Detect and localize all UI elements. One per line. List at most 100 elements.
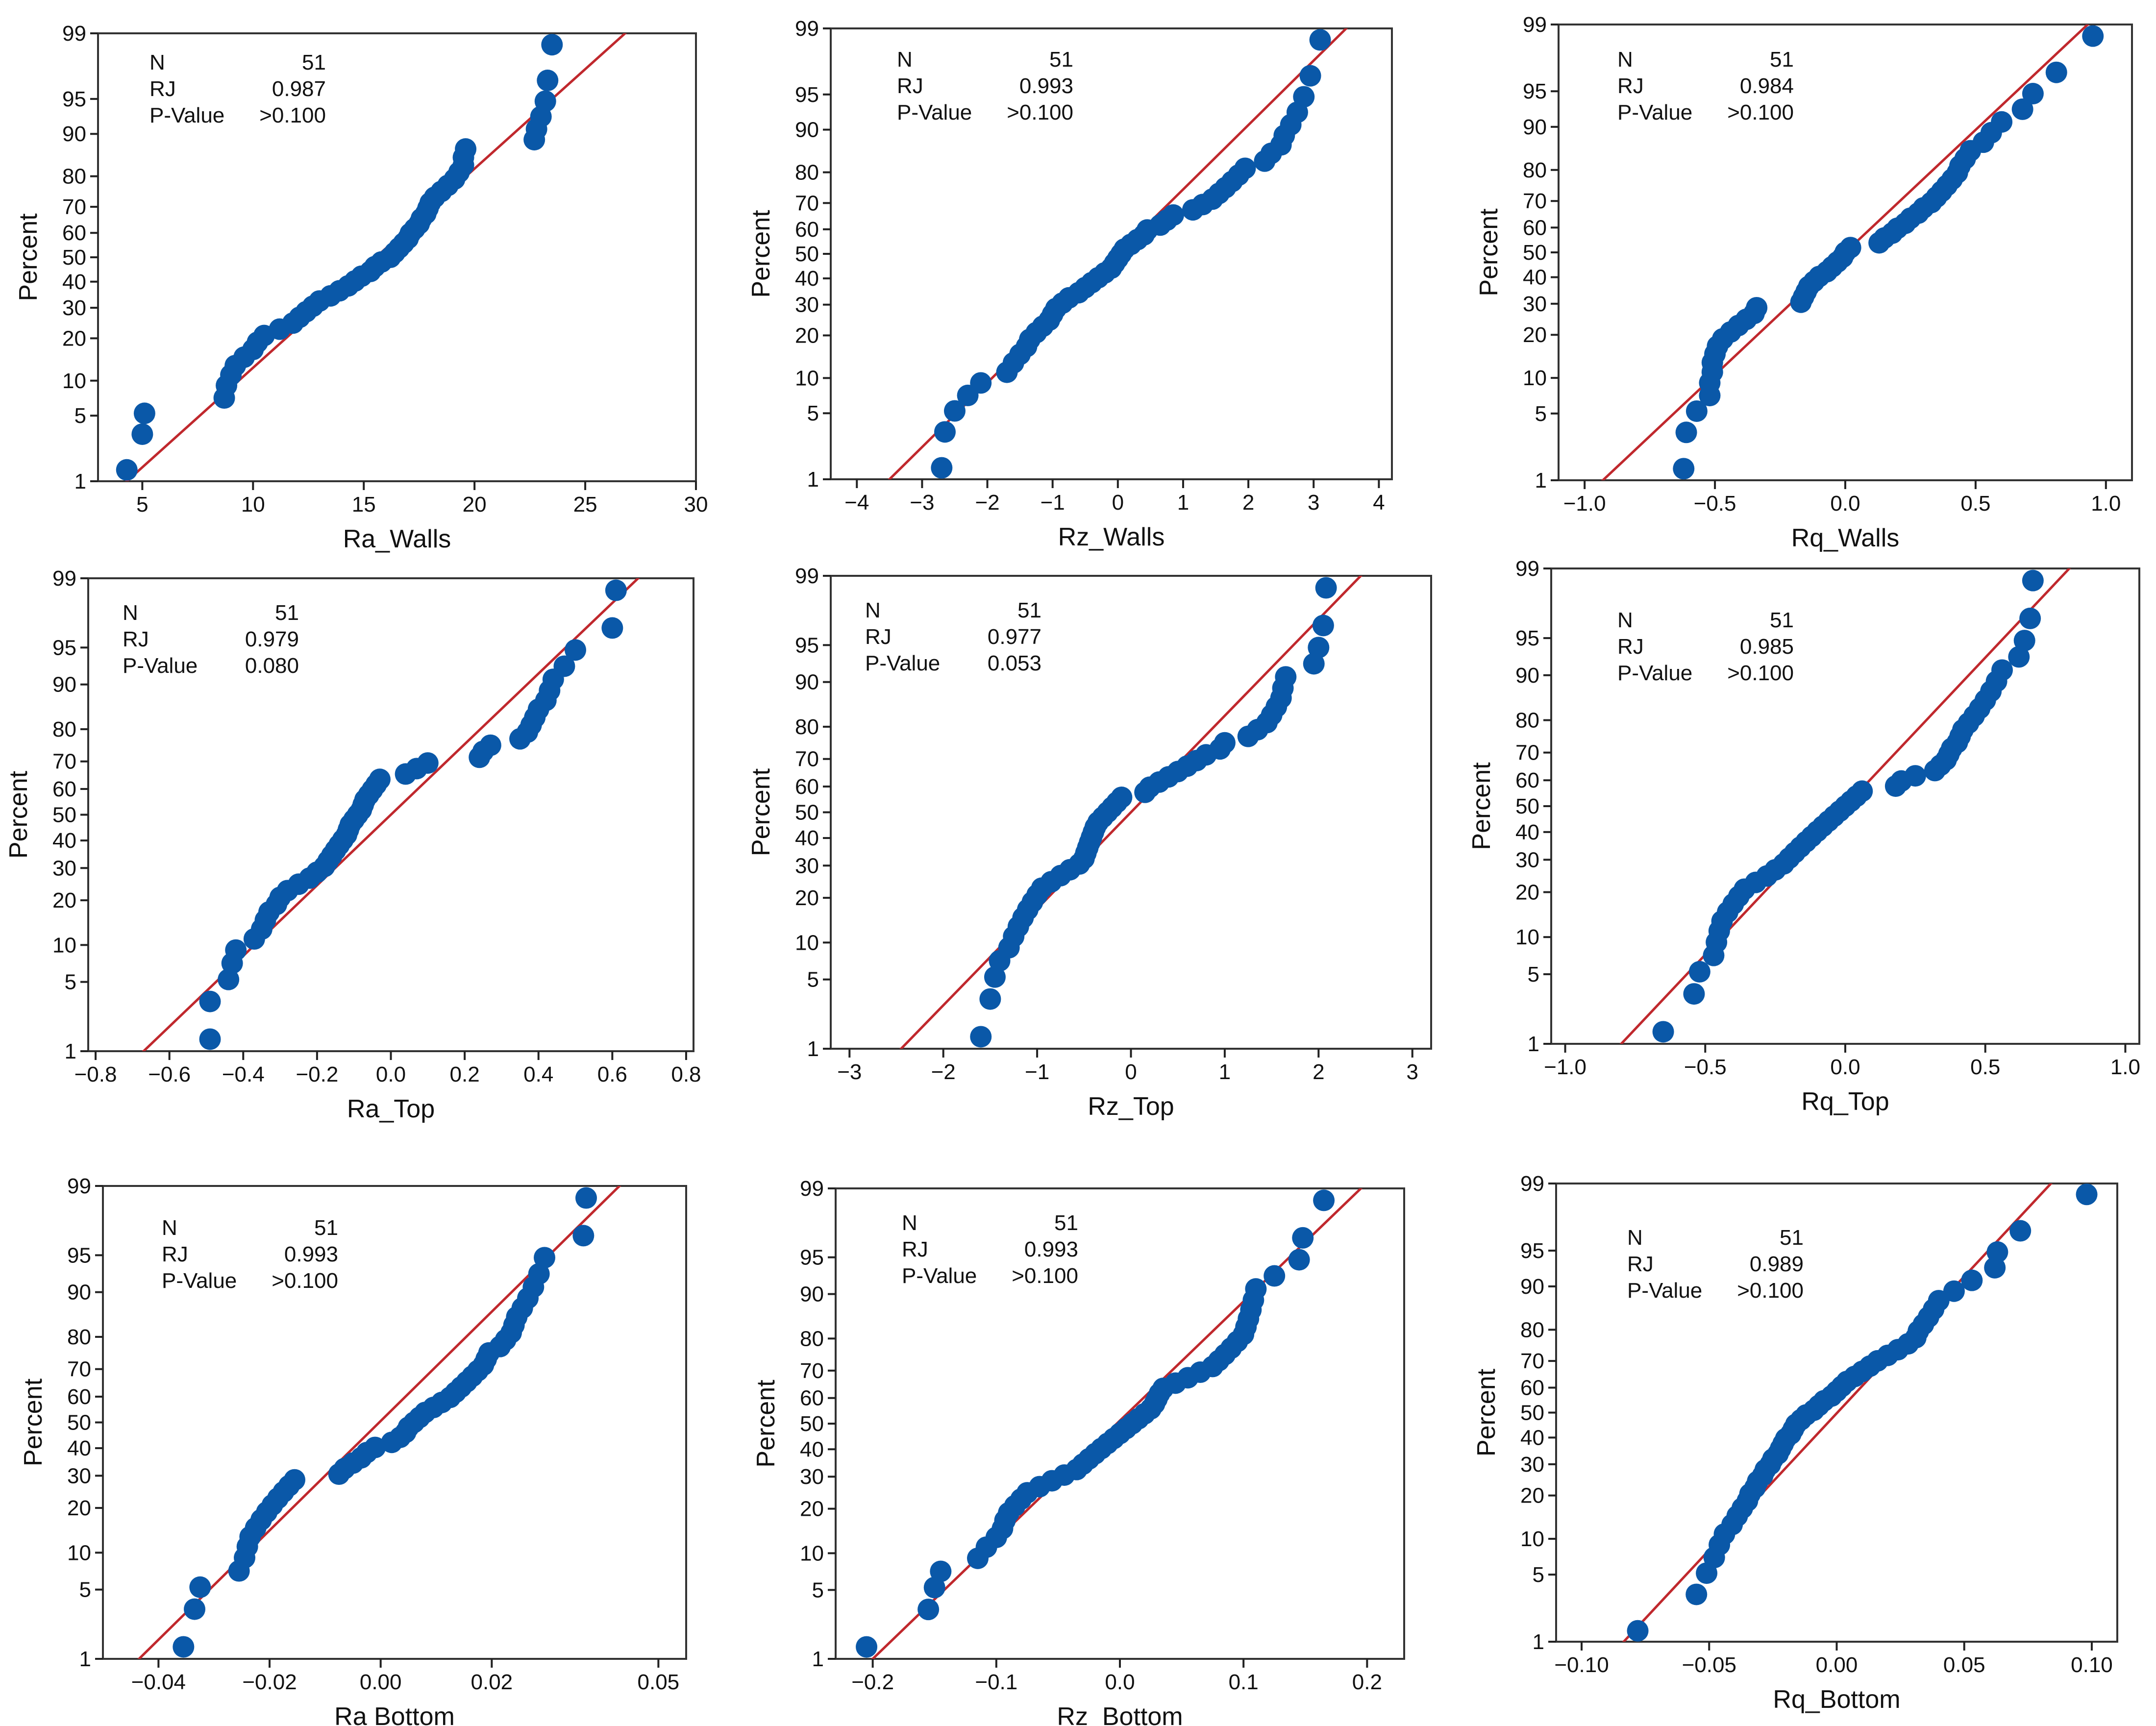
data-point xyxy=(2019,607,2041,629)
fit-line xyxy=(1622,1184,2053,1642)
stat-value: 0.989 xyxy=(1750,1252,1804,1276)
y-tick-label: 99 xyxy=(800,1177,824,1201)
y-tick-label: 40 xyxy=(52,829,76,853)
data-point xyxy=(1685,400,1708,422)
y-tick-label: 30 xyxy=(67,1464,91,1488)
data-point xyxy=(2082,25,2104,47)
x-tick-label: −0.05 xyxy=(1682,1653,1736,1677)
y-tick-label: 30 xyxy=(795,854,819,878)
stat-label: N xyxy=(162,1216,177,1240)
stat-label: P-Value xyxy=(149,103,224,127)
y-tick-label: 70 xyxy=(1520,1349,1544,1373)
y-tick-label: 40 xyxy=(62,270,86,294)
x-tick-label: 5 xyxy=(136,493,148,517)
stat-label: RJ xyxy=(865,625,892,649)
data-point xyxy=(537,70,559,92)
x-tick-label: −1.0 xyxy=(1563,492,1606,516)
data-point xyxy=(931,457,953,479)
y-axis-label: Percent xyxy=(747,768,775,856)
x-tick-label: −3 xyxy=(837,1060,862,1084)
y-tick-label: 70 xyxy=(795,191,819,215)
y-tick-label: 1 xyxy=(1535,468,1547,493)
y-tick-label: 10 xyxy=(795,366,819,390)
y-tick-label: 40 xyxy=(795,826,819,850)
x-tick-label: −0.6 xyxy=(148,1062,191,1086)
stat-value: 51 xyxy=(1770,608,1794,632)
x-tick-label: 10 xyxy=(241,493,265,517)
stat-value: >0.100 xyxy=(1007,100,1073,124)
x-tick-label: 30 xyxy=(684,493,708,517)
y-tick-label: 20 xyxy=(795,323,819,347)
y-tick-label: 50 xyxy=(1515,794,1539,818)
data-point xyxy=(2013,630,2035,652)
fit-line xyxy=(142,578,640,1051)
y-tick-label: 30 xyxy=(795,293,819,317)
y-tick-label: 95 xyxy=(1515,626,1539,650)
y-tick-label: 10 xyxy=(1523,366,1547,390)
x-tick-label: 0.2 xyxy=(1352,1670,1382,1694)
stat-value: >0.100 xyxy=(259,103,326,127)
y-tick-label: 90 xyxy=(67,1281,91,1305)
y-tick-label: 20 xyxy=(1520,1484,1544,1508)
y-tick-label: 10 xyxy=(62,369,86,393)
x-tick-label: 0.2 xyxy=(450,1062,480,1086)
stat-label: N xyxy=(865,598,881,622)
y-tick-label: 50 xyxy=(1523,241,1547,265)
data-point xyxy=(2008,646,2030,668)
x-tick-label: 0.0 xyxy=(1830,492,1860,516)
data-point xyxy=(218,968,240,990)
data-point xyxy=(417,752,439,774)
x-axis-label: Ra_Top xyxy=(347,1095,435,1123)
x-tick-label: −0.02 xyxy=(242,1670,297,1694)
data-point xyxy=(1292,1227,1314,1249)
y-tick-label: 5 xyxy=(812,1578,824,1602)
stat-value: 51 xyxy=(1049,48,1073,72)
y-axis-label: Percent xyxy=(19,1378,48,1466)
data-point xyxy=(1839,237,1861,259)
y-tick-label: 5 xyxy=(74,404,86,428)
data-point xyxy=(1943,1280,1965,1302)
y-tick-label: 40 xyxy=(1520,1426,1544,1450)
data-point xyxy=(1851,780,1873,802)
stat-value: >0.100 xyxy=(272,1269,338,1293)
x-axis-label: Ra Bottom xyxy=(334,1702,455,1726)
x-tick-label: 3 xyxy=(1308,491,1319,515)
data-point xyxy=(528,1263,550,1285)
y-tick-label: 5 xyxy=(65,970,76,994)
x-tick-label: 0.6 xyxy=(597,1062,627,1086)
stat-label: RJ xyxy=(1617,74,1644,98)
data-point xyxy=(1627,1620,1649,1642)
data-point xyxy=(934,421,956,443)
stat-label: N xyxy=(1627,1226,1643,1250)
data-point xyxy=(970,1026,992,1048)
x-tick-label: 1.0 xyxy=(2110,1055,2140,1079)
x-tick-label: −1 xyxy=(1025,1060,1049,1084)
data-point xyxy=(1991,659,2013,681)
y-tick-label: 30 xyxy=(1523,292,1547,316)
plot-area xyxy=(1622,1184,2053,1642)
x-tick-label: 1 xyxy=(1219,1060,1231,1084)
y-tick-label: 70 xyxy=(800,1359,824,1383)
stat-label: P-Value xyxy=(123,654,198,678)
stat-label: P-Value xyxy=(897,100,972,124)
x-tick-label: 0.5 xyxy=(1960,492,1990,516)
fit-line xyxy=(137,1186,621,1659)
y-tick-label: 90 xyxy=(795,670,819,694)
stat-label: P-Value xyxy=(1617,661,1692,685)
stat-value: 0.053 xyxy=(988,651,1041,675)
y-tick-label: 50 xyxy=(52,803,76,827)
y-tick-label: 60 xyxy=(1520,1376,1544,1400)
y-tick-label: 30 xyxy=(1515,848,1539,872)
y-tick-label: 40 xyxy=(1515,820,1539,844)
y-tick-label: 20 xyxy=(800,1497,824,1521)
y-axis-label: Percent xyxy=(1475,208,1503,296)
data-point xyxy=(1986,1241,2008,1263)
data-point xyxy=(1688,961,1710,983)
x-tick-label: −2 xyxy=(931,1060,956,1084)
x-tick-label: 4 xyxy=(1373,491,1385,515)
y-tick-label: 40 xyxy=(795,267,819,291)
stat-value: >0.100 xyxy=(1727,100,1794,124)
